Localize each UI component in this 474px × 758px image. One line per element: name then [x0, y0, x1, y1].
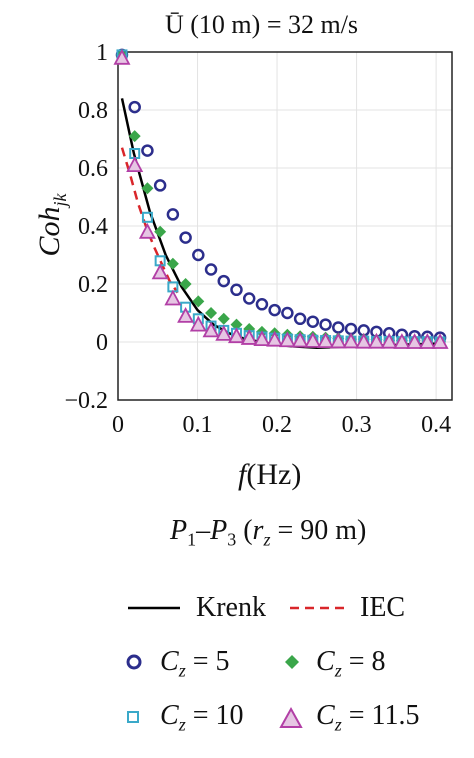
legend-cz115-marker: [279, 706, 303, 728]
series-cz-8-point-9: [230, 318, 243, 331]
series-cz-11-5-point-14: [291, 331, 309, 348]
series-cz-11-5-point-9: [227, 327, 245, 344]
chart-plot: 0 0.1 0.2 0.3 0.4−0.200.20.40.60.81: [64, 40, 453, 438]
series-cz-11-5-point-0: [113, 48, 131, 65]
y-tick-label-4: 0.6: [78, 156, 108, 182]
series-cz-11-5-point-8: [215, 324, 233, 341]
y-tick-label-5: 0.8: [78, 98, 108, 124]
series-cz-11-5-point-18: [342, 332, 360, 349]
series-cz-11-5-point-16: [317, 332, 335, 349]
series-cz-8-point-6: [192, 295, 205, 308]
series-cz-11-5-point-12: [266, 330, 284, 347]
series-cz-11-5-point-5: [177, 307, 195, 323]
series-cz-5-point-12: [268, 303, 281, 317]
series-cz-5-point-6: [192, 248, 205, 262]
x-tick-label-2: 0.2: [262, 412, 292, 438]
series-cz-11-5-point-11: [253, 330, 271, 346]
y-tick-label-1: 0: [96, 330, 108, 356]
series-cz-11-5-point-22: [393, 333, 411, 349]
legend-markers: [126, 606, 344, 728]
y-tick-label-6: 1: [96, 40, 108, 66]
series-cz-8-point-4: [166, 257, 179, 270]
series-cz-5-point-11: [255, 298, 269, 311]
series-cz-5-point-15: [306, 315, 320, 328]
x-axis-label: f(Hz): [238, 458, 302, 491]
legend-cz10-marker: [127, 711, 139, 723]
y-tick-label-2: 0.2: [78, 272, 108, 298]
x-tick-label-0: 0: [112, 412, 124, 438]
series-cz-11-5-point-2: [138, 222, 156, 239]
series-cz-5-point-13: [281, 306, 294, 320]
legend-cz8-label: Cz = 8: [316, 646, 386, 681]
series-cz-5-point-10: [242, 292, 256, 305]
series-cz-8-point-7: [205, 307, 218, 319]
series-cz-11-5-point-6: [189, 315, 207, 332]
legend-iec-label: IEC: [360, 592, 406, 623]
series-cz-8-point-2: [141, 182, 154, 195]
series-cz-5-point-2: [141, 144, 154, 157]
series-cz-11-5-point-21: [380, 332, 398, 349]
series-cz-11-5-point-1: [126, 156, 144, 172]
y-axis-label: Cohjk: [33, 193, 70, 257]
y-tick-label-3: 0.4: [78, 214, 108, 240]
series-cz-11-5-point-7: [202, 321, 220, 338]
series-cz-5-point-9: [230, 283, 243, 297]
series-cz-11-5-point-10: [240, 329, 258, 345]
series-cz-5-point-17: [332, 321, 345, 334]
y-tick-label-0: −0.2: [64, 388, 108, 414]
series-cz-5-point-3: [153, 179, 167, 192]
series-cz-11-5-point-13: [278, 331, 296, 348]
chart-subtitle: P1–P3 (rz = 90 m): [170, 515, 367, 550]
series-cz-8-point-5: [179, 278, 192, 290]
series-cz-10-point-2: [141, 211, 153, 223]
series-cz-11-5-point-19: [355, 332, 373, 349]
series-cz-5-point-7: [204, 263, 218, 276]
series-cz-5-point-5: [179, 231, 192, 244]
legend: Krenk IEC Cz = 5 Cz = 8 Cz = 10 Cz = 11.…: [0, 590, 474, 750]
series-cz-11-5-point-25: [431, 333, 449, 349]
series-cz-5-point-14: [293, 312, 307, 326]
legend-krenk-label: Krenk: [196, 592, 266, 623]
series-cz-5-point-8: [217, 274, 231, 288]
series-cz-5-point-4: [166, 208, 180, 221]
series-cz-11-5-point-20: [367, 332, 385, 349]
chart-title: Ū (10 m) = 32 m/s: [165, 10, 359, 39]
series-cz-5-point-1: [128, 100, 141, 114]
series-cz-11-5-point-3: [151, 263, 169, 280]
legend-cz5-marker: [126, 654, 142, 670]
x-tick-label-4: 0.4: [421, 412, 451, 438]
series-cz-8-point-3: [154, 225, 167, 238]
series-cz-11-5-point-15: [304, 331, 322, 348]
legend-cz10-label: Cz = 10: [160, 700, 244, 735]
series-cz-11-5-point-4: [164, 289, 182, 306]
legend-cz8-marker: [285, 655, 299, 669]
series-cz-11-5-point-17: [329, 332, 347, 349]
series-cz-5-point-16: [319, 318, 332, 331]
series-cz-11-5-point-23: [406, 333, 424, 349]
legend-cz5-label: Cz = 5: [160, 646, 230, 681]
series-cz-8-point-8: [217, 312, 230, 325]
legend-cz115-label: Cz = 11.5: [316, 700, 420, 735]
x-tick-label-3: 0.3: [342, 412, 372, 438]
plot-frame: [117, 51, 453, 401]
x-tick-label-1: 0.1: [183, 412, 213, 438]
series-cz-11-5-point-24: [418, 333, 436, 349]
series-cz-8-point-1: [128, 130, 141, 143]
series-cz-5-point-18: [344, 322, 358, 336]
